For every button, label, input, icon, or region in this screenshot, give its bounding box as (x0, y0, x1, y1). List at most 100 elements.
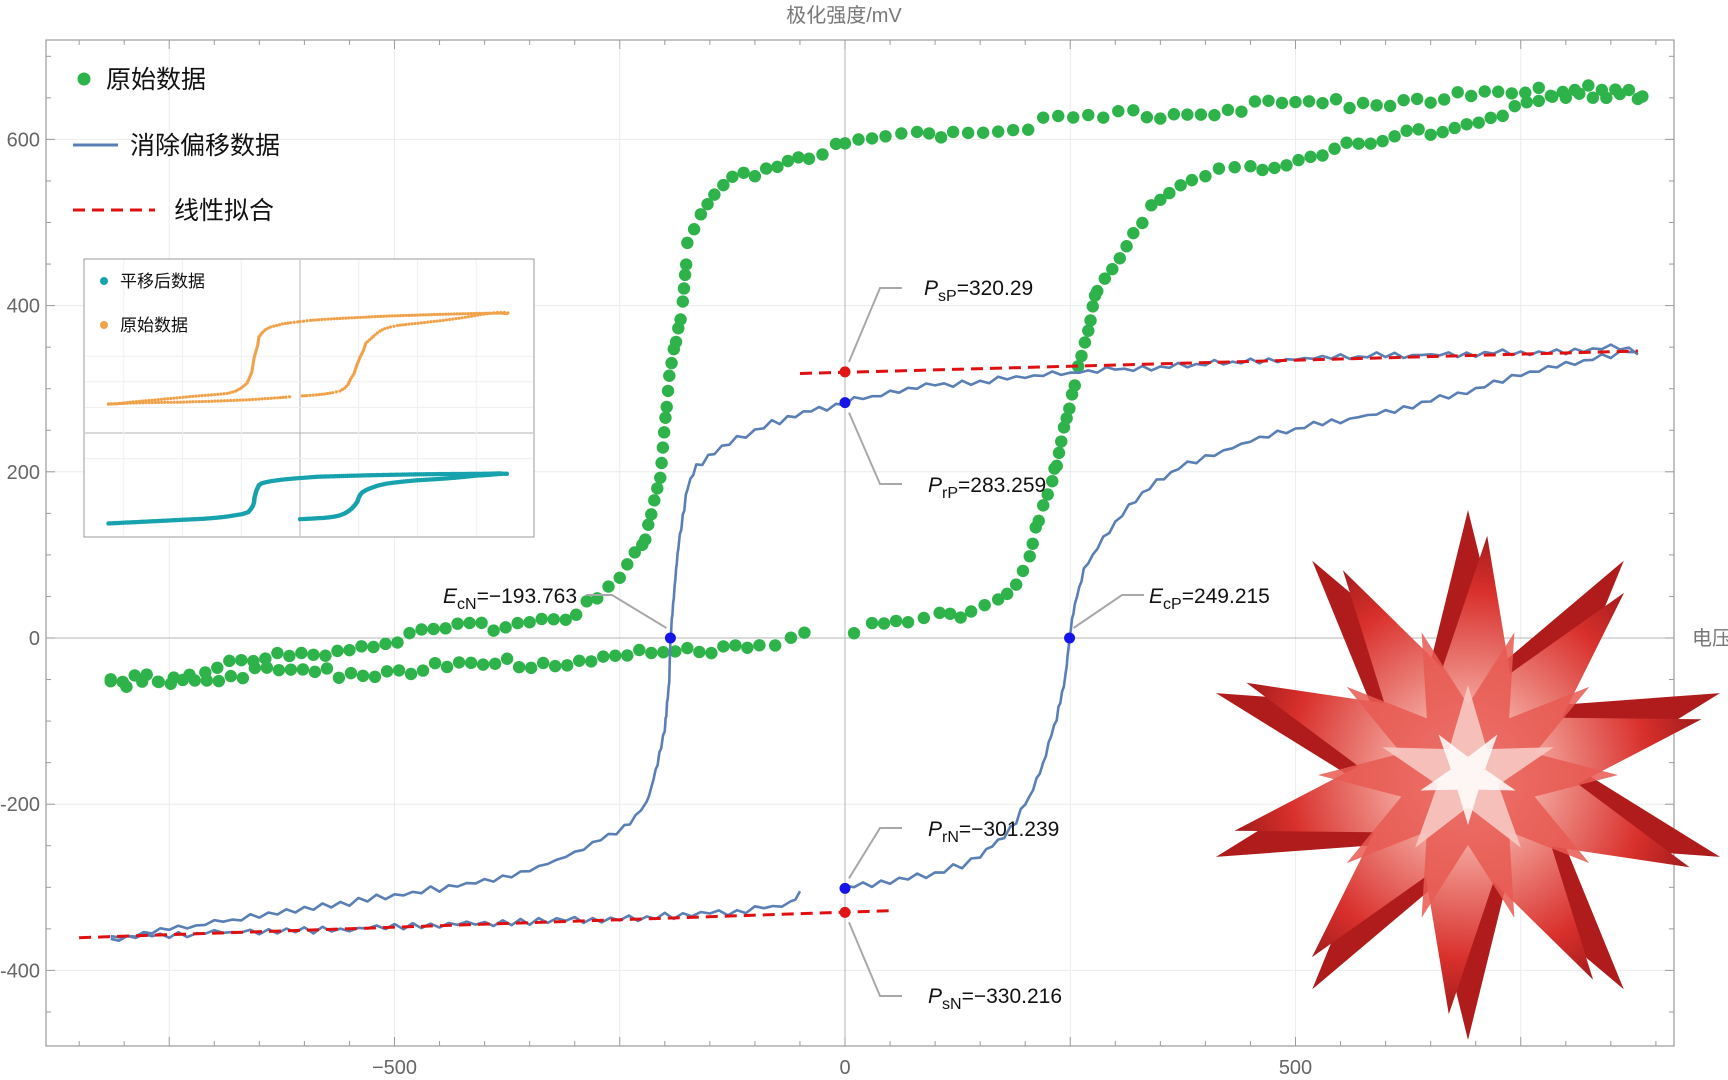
inset-raw-point (200, 394, 204, 398)
corrected-curve (110, 343, 1639, 942)
raw-data-point (741, 641, 754, 655)
inset-raw-point (305, 394, 309, 398)
raw-data-point (1582, 79, 1595, 92)
raw-data-point (1120, 240, 1133, 253)
inset-raw-point (413, 313, 417, 317)
raw-data-point (1185, 173, 1199, 187)
raw-data-point (663, 369, 676, 382)
inset-raw-point (271, 324, 276, 328)
inset-raw-point (325, 391, 330, 396)
raw-data-point (1163, 186, 1176, 200)
raw-data-point (852, 133, 865, 146)
inset-raw-point (401, 323, 405, 327)
inset-raw-point (194, 394, 198, 398)
raw-data-point (1262, 94, 1275, 107)
raw-data-point (439, 622, 452, 635)
raw-data-point (1410, 92, 1424, 106)
raw-data-point (319, 649, 332, 662)
annotation-ecp: EcP=249.215 (1149, 585, 1270, 613)
raw-data-point (1289, 95, 1302, 109)
raw-data-point (1052, 446, 1066, 460)
inset-raw-point (441, 318, 445, 322)
raw-data-point (1397, 93, 1410, 107)
raw-data-point (717, 178, 730, 192)
raw-data-point (380, 665, 394, 678)
inset-raw-point (272, 396, 277, 400)
raw-data-point (798, 626, 811, 639)
raw-data-point (639, 533, 652, 546)
inset-raw-point (421, 313, 425, 317)
raw-data-point (1154, 193, 1167, 206)
raw-data-point (344, 666, 358, 680)
raw-data-point (368, 670, 382, 684)
inset-raw-point (435, 319, 439, 323)
raw-data-point (946, 125, 960, 139)
inset-raw-point (398, 323, 402, 327)
raw-data-point (1199, 170, 1212, 183)
inset-raw-point (332, 317, 336, 321)
raw-data-point (1520, 96, 1533, 109)
raw-data-point (954, 611, 967, 624)
raw-data-point (816, 148, 829, 161)
raw-data-point (613, 571, 626, 584)
inset-raw-point (396, 314, 400, 318)
raw-data-point (679, 258, 693, 271)
annotation-prp: PrP=283.259 (928, 474, 1046, 502)
inset-raw-point (460, 316, 464, 320)
raw-data-point (271, 646, 284, 660)
raw-data-point (1235, 105, 1248, 118)
raw-data-point (355, 640, 368, 653)
raw-data-point (547, 613, 560, 626)
legend-item-fit: 线性拟合 (73, 197, 274, 225)
inset-raw-point (502, 310, 507, 315)
logo-center (1420, 734, 1516, 825)
raw-data-point (879, 130, 892, 143)
inset-raw-point (404, 313, 408, 318)
raw-data-point (488, 657, 502, 670)
raw-data-point (1060, 412, 1073, 425)
inset-raw-point (415, 313, 420, 317)
raw-data-point (332, 671, 346, 684)
raw-data-point (865, 132, 879, 145)
inset-raw-point (106, 402, 111, 406)
inset-raw-point (204, 399, 208, 404)
inset-raw-point (191, 400, 195, 404)
inset-raw-point (175, 400, 180, 404)
inset-raw-point (466, 312, 470, 316)
inset-raw-point (430, 313, 434, 317)
raw-data-point (1052, 109, 1065, 123)
raw-data-point (1595, 83, 1609, 97)
raw-data-point (642, 518, 655, 531)
y-tick-label: -200 (0, 794, 40, 816)
inset-raw-point (455, 312, 459, 316)
raw-data-point (621, 649, 634, 662)
inset-raw-point (187, 395, 192, 399)
raw-data-point (295, 646, 308, 660)
inset-raw-point (207, 399, 211, 403)
raw-data-point (1016, 564, 1030, 578)
inset-raw-point (113, 402, 117, 406)
inset-raw-point (296, 320, 300, 324)
raw-data-point (1586, 91, 1600, 104)
raw-data-point (308, 665, 322, 679)
raw-data-point (1383, 99, 1397, 113)
inset-raw-point (427, 313, 431, 317)
inset-raw-point (320, 317, 324, 322)
inset-raw-point (390, 314, 394, 318)
raw-data-point (1113, 252, 1127, 265)
inset-raw-point (251, 397, 255, 402)
raw-data-point (1063, 402, 1076, 415)
inset-raw-point (160, 400, 164, 405)
raw-data-point (748, 170, 762, 183)
inset-raw-point (147, 401, 151, 405)
inset-raw-point (292, 320, 296, 324)
raw-data-point (1622, 83, 1636, 97)
inset-raw-point (482, 312, 486, 316)
inset-raw-point (222, 399, 227, 403)
raw-data-point (1400, 124, 1413, 137)
inset-raw-point (153, 400, 158, 405)
inset-raw-point (376, 314, 380, 319)
raw-data-point (1609, 83, 1622, 96)
inset-raw-point (247, 398, 252, 402)
inset-raw-point (209, 393, 214, 397)
